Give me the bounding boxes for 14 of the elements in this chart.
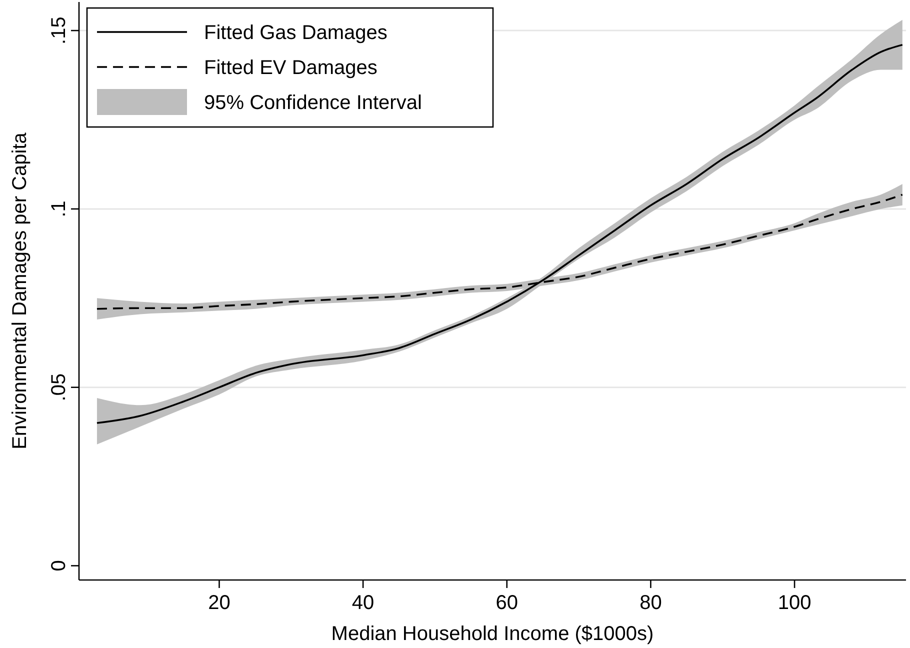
- legend-label: Fitted EV Damages: [204, 57, 378, 79]
- x-tick-label: 60: [496, 592, 518, 614]
- x-tick-label: 40: [352, 592, 374, 614]
- x-axis-title: Median Household Income ($1000s): [331, 623, 654, 645]
- x-tick-label: 80: [640, 592, 662, 614]
- legend-label: Fitted Gas Damages: [204, 22, 388, 44]
- y-tick-label: .05: [48, 373, 70, 402]
- x-tick-label: 100: [778, 592, 812, 614]
- y-tick-label: .15: [48, 16, 70, 44]
- y-axis-title: Environmental Damages per Capita: [9, 132, 31, 450]
- y-tick-label: .1: [48, 200, 70, 218]
- y-tick-label: 0: [48, 560, 70, 572]
- annotation: 95% Confidence Interval: [204, 92, 422, 114]
- x-tick-label: 20: [208, 592, 230, 614]
